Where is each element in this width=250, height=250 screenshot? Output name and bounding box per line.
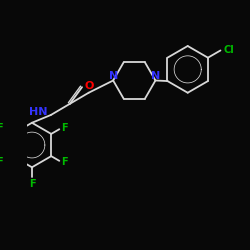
Text: F: F — [29, 179, 35, 189]
Text: Cl: Cl — [223, 46, 234, 56]
Text: HN: HN — [29, 107, 48, 117]
Text: F: F — [0, 157, 3, 167]
Text: F: F — [61, 157, 68, 167]
Text: N: N — [151, 72, 160, 82]
Text: F: F — [61, 123, 68, 133]
Text: N: N — [108, 72, 118, 82]
Text: O: O — [85, 81, 94, 91]
Text: F: F — [0, 123, 3, 133]
